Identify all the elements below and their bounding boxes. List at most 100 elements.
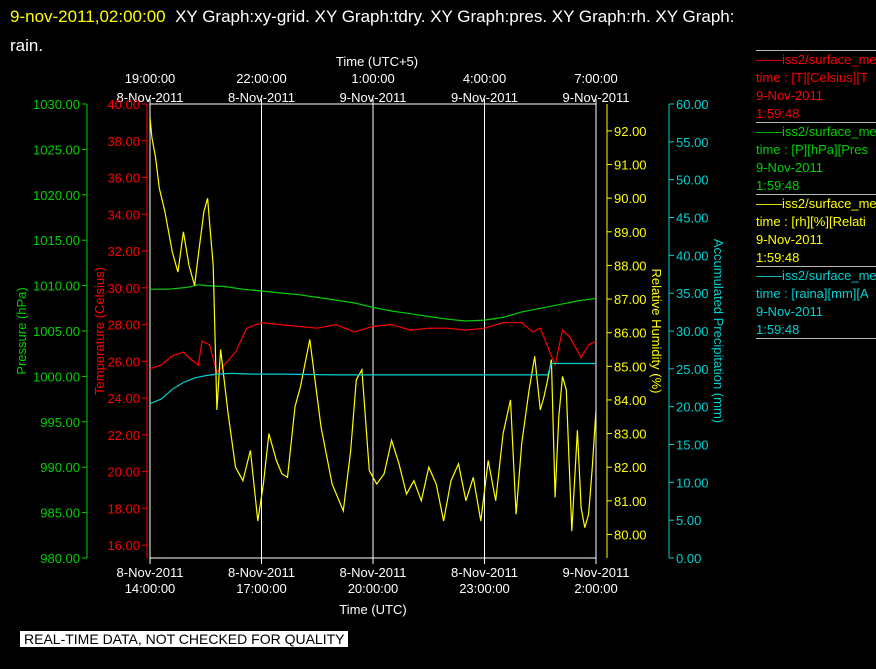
- graph-header: 9-nov-2011,02:00:00 XY Graph:xy-grid. XY…: [10, 2, 860, 60]
- top-tick-label-date: 9-Nov-2011: [563, 90, 630, 105]
- humidity-series-line: [150, 117, 596, 532]
- graph-titles: XY Graph:xy-grid. XY Graph:tdry. XY Grap…: [175, 7, 735, 26]
- temperature-tick-label: 40.00: [107, 97, 140, 112]
- legend-bottom-separator: [756, 338, 876, 339]
- precip-tick-label: 40.00: [676, 248, 709, 263]
- humidity-tick-label: 87.00: [614, 292, 647, 307]
- humidity-tick-label: 81.00: [614, 494, 647, 509]
- legend-line1: ——iss2/surface_me: [756, 196, 876, 211]
- x-tick-label-time: 14:00:00: [125, 581, 176, 596]
- humidity-tick-label: 90.00: [614, 191, 647, 206]
- humidity-tick-label: 85.00: [614, 359, 647, 374]
- timestamp: 9-nov-2011,02:00:00: [10, 7, 166, 26]
- precip-tick-label: 25.00: [676, 362, 709, 377]
- humidity-tick-label: 89.00: [614, 225, 647, 240]
- pressure-series-line: [150, 284, 596, 322]
- precip-tick-label: 5.00: [676, 513, 701, 528]
- humidity-tick-label: 82.00: [614, 460, 647, 475]
- pressure-tick-label: 985.00: [40, 506, 80, 521]
- temperature-tick-label: 24.00: [107, 391, 140, 406]
- legend-line1: ——iss2/surface_me: [756, 124, 876, 139]
- legend-line3: 9-Nov-2011: [756, 304, 823, 319]
- humidity-tick-label: 84.00: [614, 393, 647, 408]
- x-tick-label-time: 17:00:00: [236, 581, 287, 596]
- humidity-tick-label: 86.00: [614, 326, 647, 341]
- pressure-tick-label: 1030.00: [33, 97, 80, 112]
- legend-line2: time : [raina][mm][A: [756, 286, 869, 301]
- temperature-tick-label: 16.00: [107, 538, 140, 553]
- pressure-tick-label: 1005.00: [33, 324, 80, 339]
- precip-tick-label: 0.00: [676, 551, 701, 566]
- humidity-tick-label: 91.00: [614, 158, 647, 173]
- precip-tick-label: 30.00: [676, 324, 709, 339]
- top-tick-label-time: 19:00:00: [125, 71, 176, 86]
- temperature-series-line: [150, 322, 596, 374]
- x-tick-label-date: 8-Nov-2011: [340, 565, 407, 580]
- temperature-tick-label: 20.00: [107, 465, 140, 480]
- precip-tick-label: 45.00: [676, 211, 709, 226]
- pressure-axis-label: Pressure (hPa): [14, 287, 29, 374]
- top-tick-label-date: 8-Nov-2011: [228, 90, 295, 105]
- legend-separator: [756, 266, 876, 267]
- pressure-tick-label: 1015.00: [33, 233, 80, 248]
- legend-line3: 9-Nov-2011: [756, 88, 823, 103]
- humidity-tick-label: 83.00: [614, 427, 647, 442]
- pressure-tick-label: 990.00: [40, 460, 80, 475]
- humidity-tick-label: 88.00: [614, 258, 647, 273]
- top-tick-label-time: 1:00:00: [351, 71, 394, 86]
- legend-line2: time : [P][hPa][Pres: [756, 142, 868, 157]
- precip-series-line: [150, 362, 596, 405]
- legend-line1: ——iss2/surface_me: [756, 268, 876, 283]
- top-tick-label-time: 4:00:00: [463, 71, 506, 86]
- x-tick-label-date: 8-Nov-2011: [228, 565, 295, 580]
- precip-tick-label: 60.00: [676, 97, 709, 112]
- quality-disclaimer: REAL-TIME DATA, NOT CHECKED FOR QUALITY: [20, 631, 349, 647]
- x-tick-label-date: 8-Nov-2011: [117, 565, 184, 580]
- temperature-tick-label: 26.00: [107, 354, 140, 369]
- temperature-tick-label: 34.00: [107, 207, 140, 222]
- legend-line4: 1:59:48: [756, 322, 800, 337]
- top-tick-label-date: 9-Nov-2011: [451, 90, 518, 105]
- legend-separator: [756, 122, 876, 123]
- top-tick-label-date: 8-Nov-2011: [117, 90, 184, 105]
- top-tick-label-time: 22:00:00: [236, 71, 287, 86]
- pressure-tick-label: 1020.00: [33, 188, 80, 203]
- top-axis-title: Time (UTC+5): [336, 54, 418, 69]
- temperature-tick-label: 18.00: [107, 501, 140, 516]
- humidity-axis-label: Relative Humidity (%): [649, 269, 664, 394]
- temperature-tick-label: 22.00: [107, 428, 140, 443]
- top-tick-label-date: 9-Nov-2011: [340, 90, 407, 105]
- pressure-tick-label: 995.00: [40, 415, 80, 430]
- precip-tick-label: 50.00: [676, 173, 709, 188]
- precip-tick-label: 15.00: [676, 438, 709, 453]
- legend-separator: [756, 194, 876, 195]
- pressure-tick-label: 1010.00: [33, 279, 80, 294]
- x-tick-label-time: 23:00:00: [459, 581, 510, 596]
- x-axis-title: Time (UTC): [339, 602, 406, 617]
- precip-tick-label: 35.00: [676, 286, 709, 301]
- precip-axis-label: Accumulated Precipitation (mm): [711, 239, 726, 423]
- x-tick-label-date: 8-Nov-2011: [451, 565, 518, 580]
- legend-line3: 9-Nov-2011: [756, 232, 823, 247]
- pressure-tick-label: 1025.00: [33, 142, 80, 157]
- legend-line3: 9-Nov-2011: [756, 160, 823, 175]
- pressure-tick-label: 980.00: [40, 551, 80, 566]
- legend-line4: 1:59:48: [756, 106, 800, 121]
- legend-line4: 1:59:48: [756, 250, 800, 265]
- temperature-tick-label: 30.00: [107, 281, 140, 296]
- top-tick-label-time: 7:00:00: [574, 71, 617, 86]
- x-tick-label-date: 9-Nov-2011: [563, 565, 630, 580]
- temperature-tick-label: 32.00: [107, 244, 140, 259]
- precip-tick-label: 20.00: [676, 400, 709, 415]
- graph-titles-continued: rain.: [10, 36, 44, 55]
- legend-line2: time : [T][Celsius][T: [756, 70, 868, 85]
- legend-line1: ——iss2/surface_me: [756, 52, 876, 67]
- legend-line2: time : [rh][%][Relati: [756, 214, 866, 229]
- pressure-tick-label: 1000.00: [33, 369, 80, 384]
- humidity-tick-label: 80.00: [614, 527, 647, 542]
- legend-separator: [756, 50, 876, 51]
